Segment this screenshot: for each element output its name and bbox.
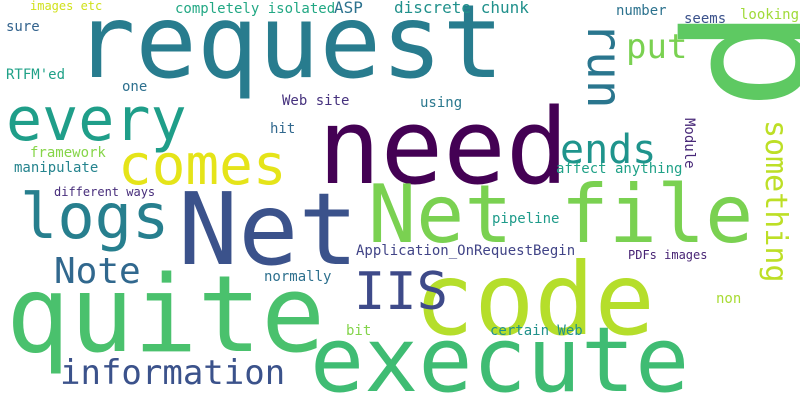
- word-using: using: [420, 95, 463, 111]
- word-run: run: [576, 22, 632, 109]
- word-hit: hit: [270, 121, 296, 137]
- word-logs: logs: [20, 180, 170, 253]
- word-normally: normally: [264, 269, 332, 285]
- word-number: number: [616, 3, 667, 19]
- word-framework: framework: [30, 145, 106, 161]
- word-pipeline: pipeline: [492, 211, 560, 227]
- word-net-file: Net file: [368, 168, 754, 261]
- word-comes: comes: [118, 133, 287, 198]
- word-looking: looking: [740, 7, 800, 23]
- word-completely-isolated: completely isolated: [175, 1, 336, 17]
- word-execute: execute: [310, 308, 690, 400]
- word-non: non: [716, 291, 742, 307]
- word-code: code: [414, 241, 655, 358]
- word-affect-anything: affect anything: [556, 161, 683, 177]
- word-note: Note: [54, 251, 141, 292]
- word-p: p: [672, 8, 800, 111]
- word-certain-web: certain Web: [490, 323, 583, 339]
- word-web-site: Web site: [282, 93, 350, 109]
- word-quite: quite: [6, 253, 326, 376]
- word-seems: seems: [684, 11, 727, 27]
- word-net: Net: [178, 171, 359, 288]
- word-manipulate: manipulate: [14, 160, 99, 176]
- word-need: need: [318, 86, 569, 208]
- word-iis: IIS: [354, 262, 448, 322]
- word-every: every: [6, 85, 187, 155]
- word-one: one: [122, 79, 148, 95]
- word-request: request: [74, 0, 504, 102]
- word-information: information: [60, 353, 286, 393]
- word-ends: ends: [560, 127, 657, 173]
- word-module: Module: [681, 118, 697, 169]
- word-application-onrequestbegin: Application_OnRequestBegin: [356, 243, 576, 259]
- word-rtfmed: RTFM'ed: [6, 67, 66, 83]
- word-images-etc: images etc: [30, 0, 103, 13]
- word-bit: bit: [346, 323, 372, 339]
- word-different-ways: different ways: [54, 185, 156, 199]
- word-sure: sure: [6, 19, 40, 35]
- word-put: put: [626, 27, 688, 67]
- word-something: something: [758, 120, 793, 283]
- word-pdfs-images: PDFs images: [628, 248, 708, 262]
- word-discrete-chunk: discrete chunk: [394, 0, 529, 17]
- word-asp: ASP: [334, 0, 363, 17]
